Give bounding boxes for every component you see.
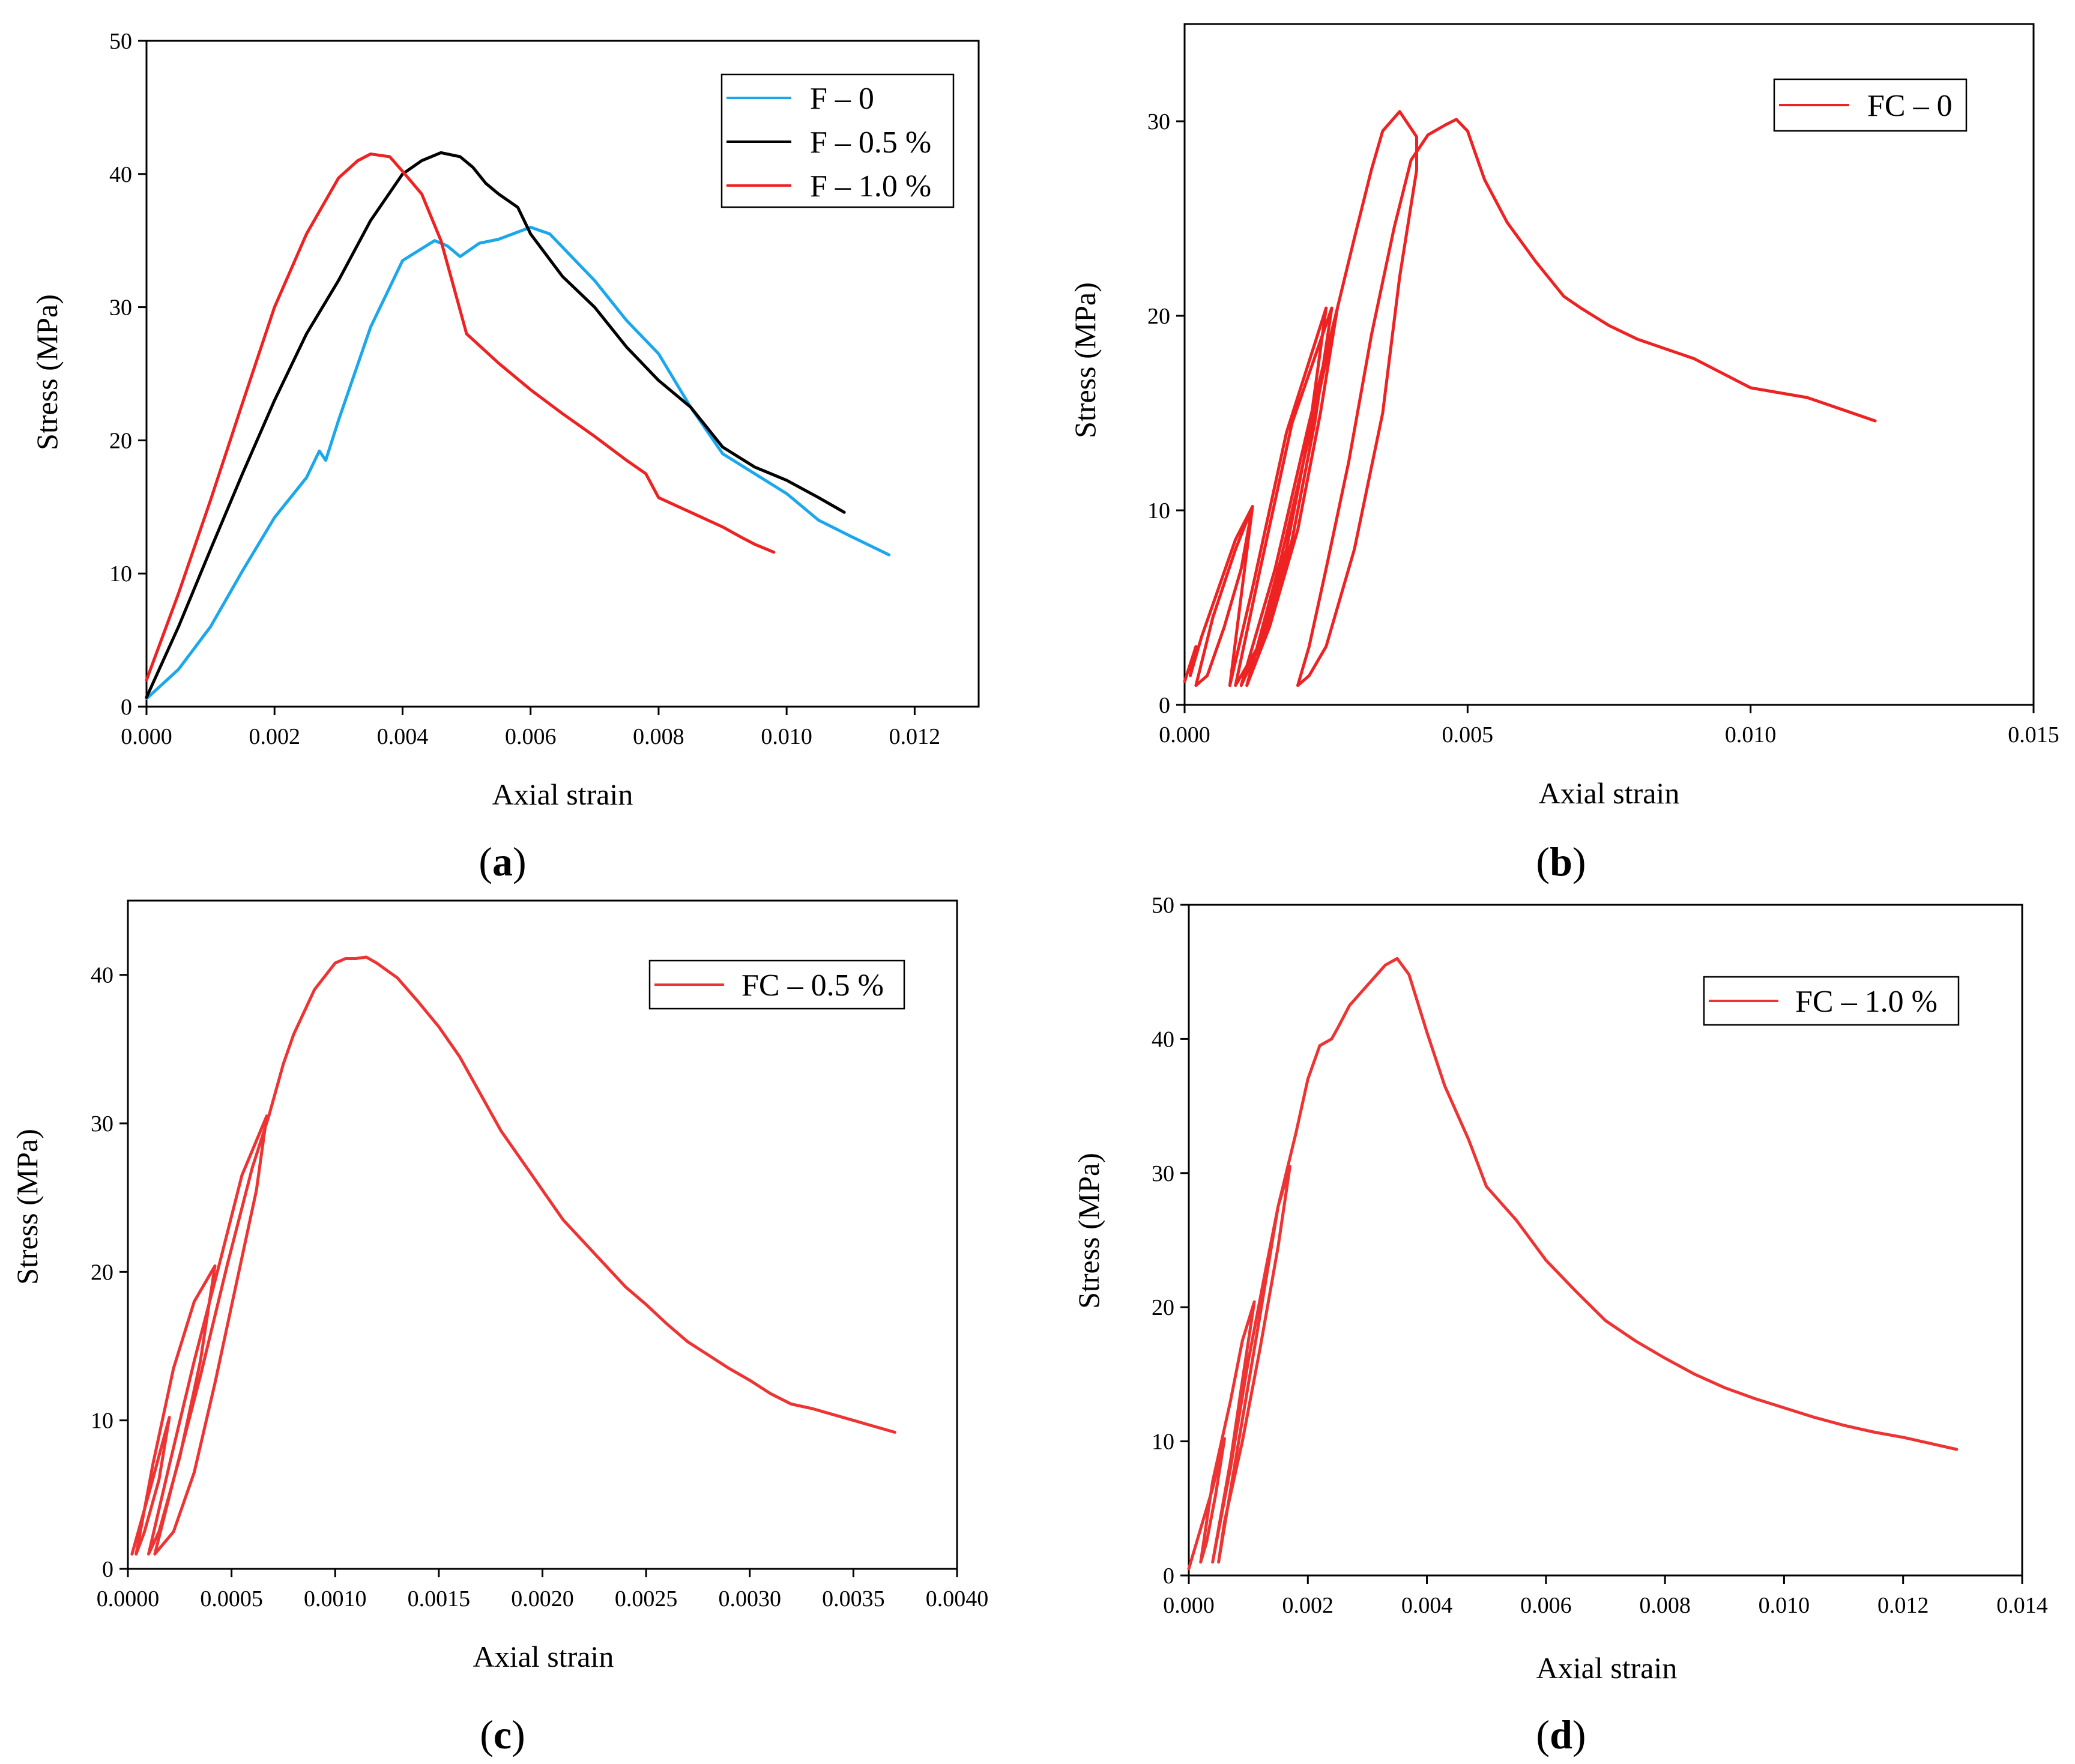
y-tick-label-c-1: 10: [91, 1409, 113, 1434]
y-axis-title-a: Stress (MPa): [30, 294, 64, 450]
x-tick-label-c-4: 0.0020: [511, 1586, 574, 1611]
y-tick-label-b-1: 10: [1147, 498, 1170, 524]
plot-frame-b: [1183, 23, 2035, 706]
x-tick-label-c-5: 0.0025: [615, 1586, 678, 1611]
legend-c: FC – 0.5 %: [648, 959, 905, 1010]
ticks-a: 0.000 0.002 0.004 0.006 0.008 0.010 0.012 0 10 20…: [109, 29, 940, 749]
panel-b: 0.000 0.005 0.010 0.015 0 10 20 30 Axial strain…: [1068, 23, 2059, 884]
y-tick-label-a-0: 0: [121, 695, 132, 720]
x-tick-label-c-3: 0.0015: [408, 1586, 471, 1611]
legend-label-a-2: F – 1.0 %: [810, 169, 931, 204]
x-tick-label-d-6: 0.012: [1877, 1593, 1929, 1618]
y-tick-label-c-2: 20: [91, 1260, 113, 1285]
series-b: [1183, 110, 1877, 687]
legend-label-b-0: FC – 0: [1867, 89, 1953, 123]
series-line-a-0: [145, 226, 891, 701]
series-line-a-1: [145, 151, 846, 699]
y-tick-label-a-5: 50: [109, 29, 132, 54]
x-tick-label-b-1: 0.005: [1442, 722, 1494, 748]
series-line-c-0: [130, 955, 896, 1556]
panel-c: 0.0000 0.0005 0.0010 0.0015 0.0020 0.0025 0.00…: [10, 899, 988, 1757]
x-tick-label-d-0: 0.000: [1163, 1593, 1215, 1618]
y-tick-label-b-2: 20: [1147, 304, 1170, 329]
ticks-b: 0.000 0.005 0.010 0.015 0 10 20 30: [1147, 109, 2059, 748]
plot-frame-a: [145, 40, 980, 708]
x-tick-label-d-7: 0.014: [1996, 1593, 2048, 1618]
plot-frame-d: [1188, 904, 2023, 1577]
y-tick-label-d-1: 10: [1152, 1430, 1174, 1455]
legend-label-a-1: F – 0.5 %: [810, 125, 931, 160]
x-tick-label-b-2: 0.010: [1725, 722, 1777, 748]
series-line-a-2: [145, 153, 776, 682]
caption-c: (c): [480, 1712, 525, 1757]
x-tick-label-c-6: 0.0030: [719, 1586, 782, 1611]
y-tick-label-d-4: 40: [1152, 1027, 1174, 1052]
x-tick-label-c-8: 0.0040: [926, 1586, 989, 1611]
x-tick-label-d-3: 0.006: [1520, 1593, 1572, 1618]
x-tick-label-a-6: 0.012: [889, 724, 941, 749]
y-tick-label-c-4: 40: [91, 963, 113, 988]
x-tick-label-a-0: 0.000: [121, 724, 172, 749]
y-tick-label-a-2: 20: [109, 428, 132, 453]
y-tick-label-d-3: 30: [1152, 1161, 1174, 1186]
legend-b: FC – 0: [1773, 78, 1968, 132]
series-a: [145, 151, 891, 701]
y-tick-label-a-1: 10: [109, 561, 132, 587]
y-axis-title-d: Stress (MPa): [1072, 1153, 1105, 1309]
series-d: [1187, 956, 1959, 1571]
y-tick-label-d-0: 0: [1163, 1563, 1174, 1589]
x-tick-label-a-1: 0.002: [249, 724, 300, 749]
y-axis-title-c: Stress (MPa): [10, 1129, 44, 1285]
y-tick-label-d-5: 50: [1152, 893, 1174, 918]
x-tick-label-d-4: 0.008: [1639, 1593, 1691, 1618]
x-tick-label-a-3: 0.006: [505, 724, 557, 749]
y-tick-label-c-0: 0: [102, 1557, 113, 1582]
caption-d: (d): [1536, 1712, 1586, 1757]
legend-label-d-0: FC – 1.0 %: [1795, 985, 1938, 1019]
y-tick-label-c-3: 30: [91, 1111, 113, 1137]
caption-b: (b): [1536, 839, 1586, 884]
x-tick-label-c-2: 0.0010: [304, 1586, 367, 1611]
x-tick-label-a-2: 0.004: [377, 724, 429, 749]
x-tick-label-d-2: 0.004: [1401, 1593, 1453, 1618]
x-axis-title-c: Axial strain: [473, 1640, 614, 1673]
panel-a: 0.000 0.002 0.004 0.006 0.008 0.010 0.012 0 10 20…: [30, 29, 980, 884]
ticks-c: 0.0000 0.0005 0.0010 0.0015 0.0020 0.0025 0.00…: [91, 963, 988, 1611]
panel-d: 0.000 0.002 0.004 0.006 0.008 0.010 0.012 0.014…: [1072, 893, 2048, 1757]
ticks-d: 0.000 0.002 0.004 0.006 0.008 0.010 0.012 0.014…: [1152, 893, 2048, 1618]
x-tick-label-a-5: 0.010: [761, 724, 812, 749]
series-c: [130, 955, 896, 1556]
y-tick-label-d-2: 20: [1152, 1295, 1174, 1320]
x-tick-label-a-4: 0.008: [633, 724, 684, 749]
caption-a: (a): [479, 839, 526, 884]
y-tick-label-a-3: 30: [109, 295, 132, 321]
legend-label-a-0: F – 0: [810, 82, 874, 116]
x-tick-label-c-7: 0.0035: [822, 1586, 885, 1611]
series-line-d-0: [1187, 956, 1959, 1571]
x-tick-label-c-1: 0.0005: [200, 1586, 263, 1611]
x-tick-label-b-0: 0.000: [1159, 722, 1210, 748]
x-tick-label-c-0: 0.0000: [97, 1586, 160, 1611]
y-tick-label-b-0: 0: [1159, 693, 1170, 718]
x-axis-title-a: Axial strain: [492, 778, 633, 811]
y-tick-label-a-4: 40: [109, 162, 132, 187]
y-axis-title-b: Stress (MPa): [1068, 282, 1102, 438]
x-axis-title-b: Axial strain: [1539, 776, 1680, 810]
x-tick-label-b-3: 0.015: [2008, 722, 2059, 748]
y-tick-label-b-3: 30: [1147, 109, 1170, 134]
legend-d: FC – 1.0 %: [1703, 976, 1960, 1026]
series-line-b-0: [1183, 110, 1877, 687]
legend-a: F – 0 F – 0.5 % F – 1.0 %: [720, 73, 955, 208]
x-axis-title-d: Axial strain: [1536, 1651, 1678, 1685]
x-tick-label-d-5: 0.010: [1759, 1593, 1810, 1618]
x-tick-label-d-1: 0.002: [1282, 1593, 1334, 1618]
legend-label-c-0: FC – 0.5 %: [742, 968, 884, 1003]
